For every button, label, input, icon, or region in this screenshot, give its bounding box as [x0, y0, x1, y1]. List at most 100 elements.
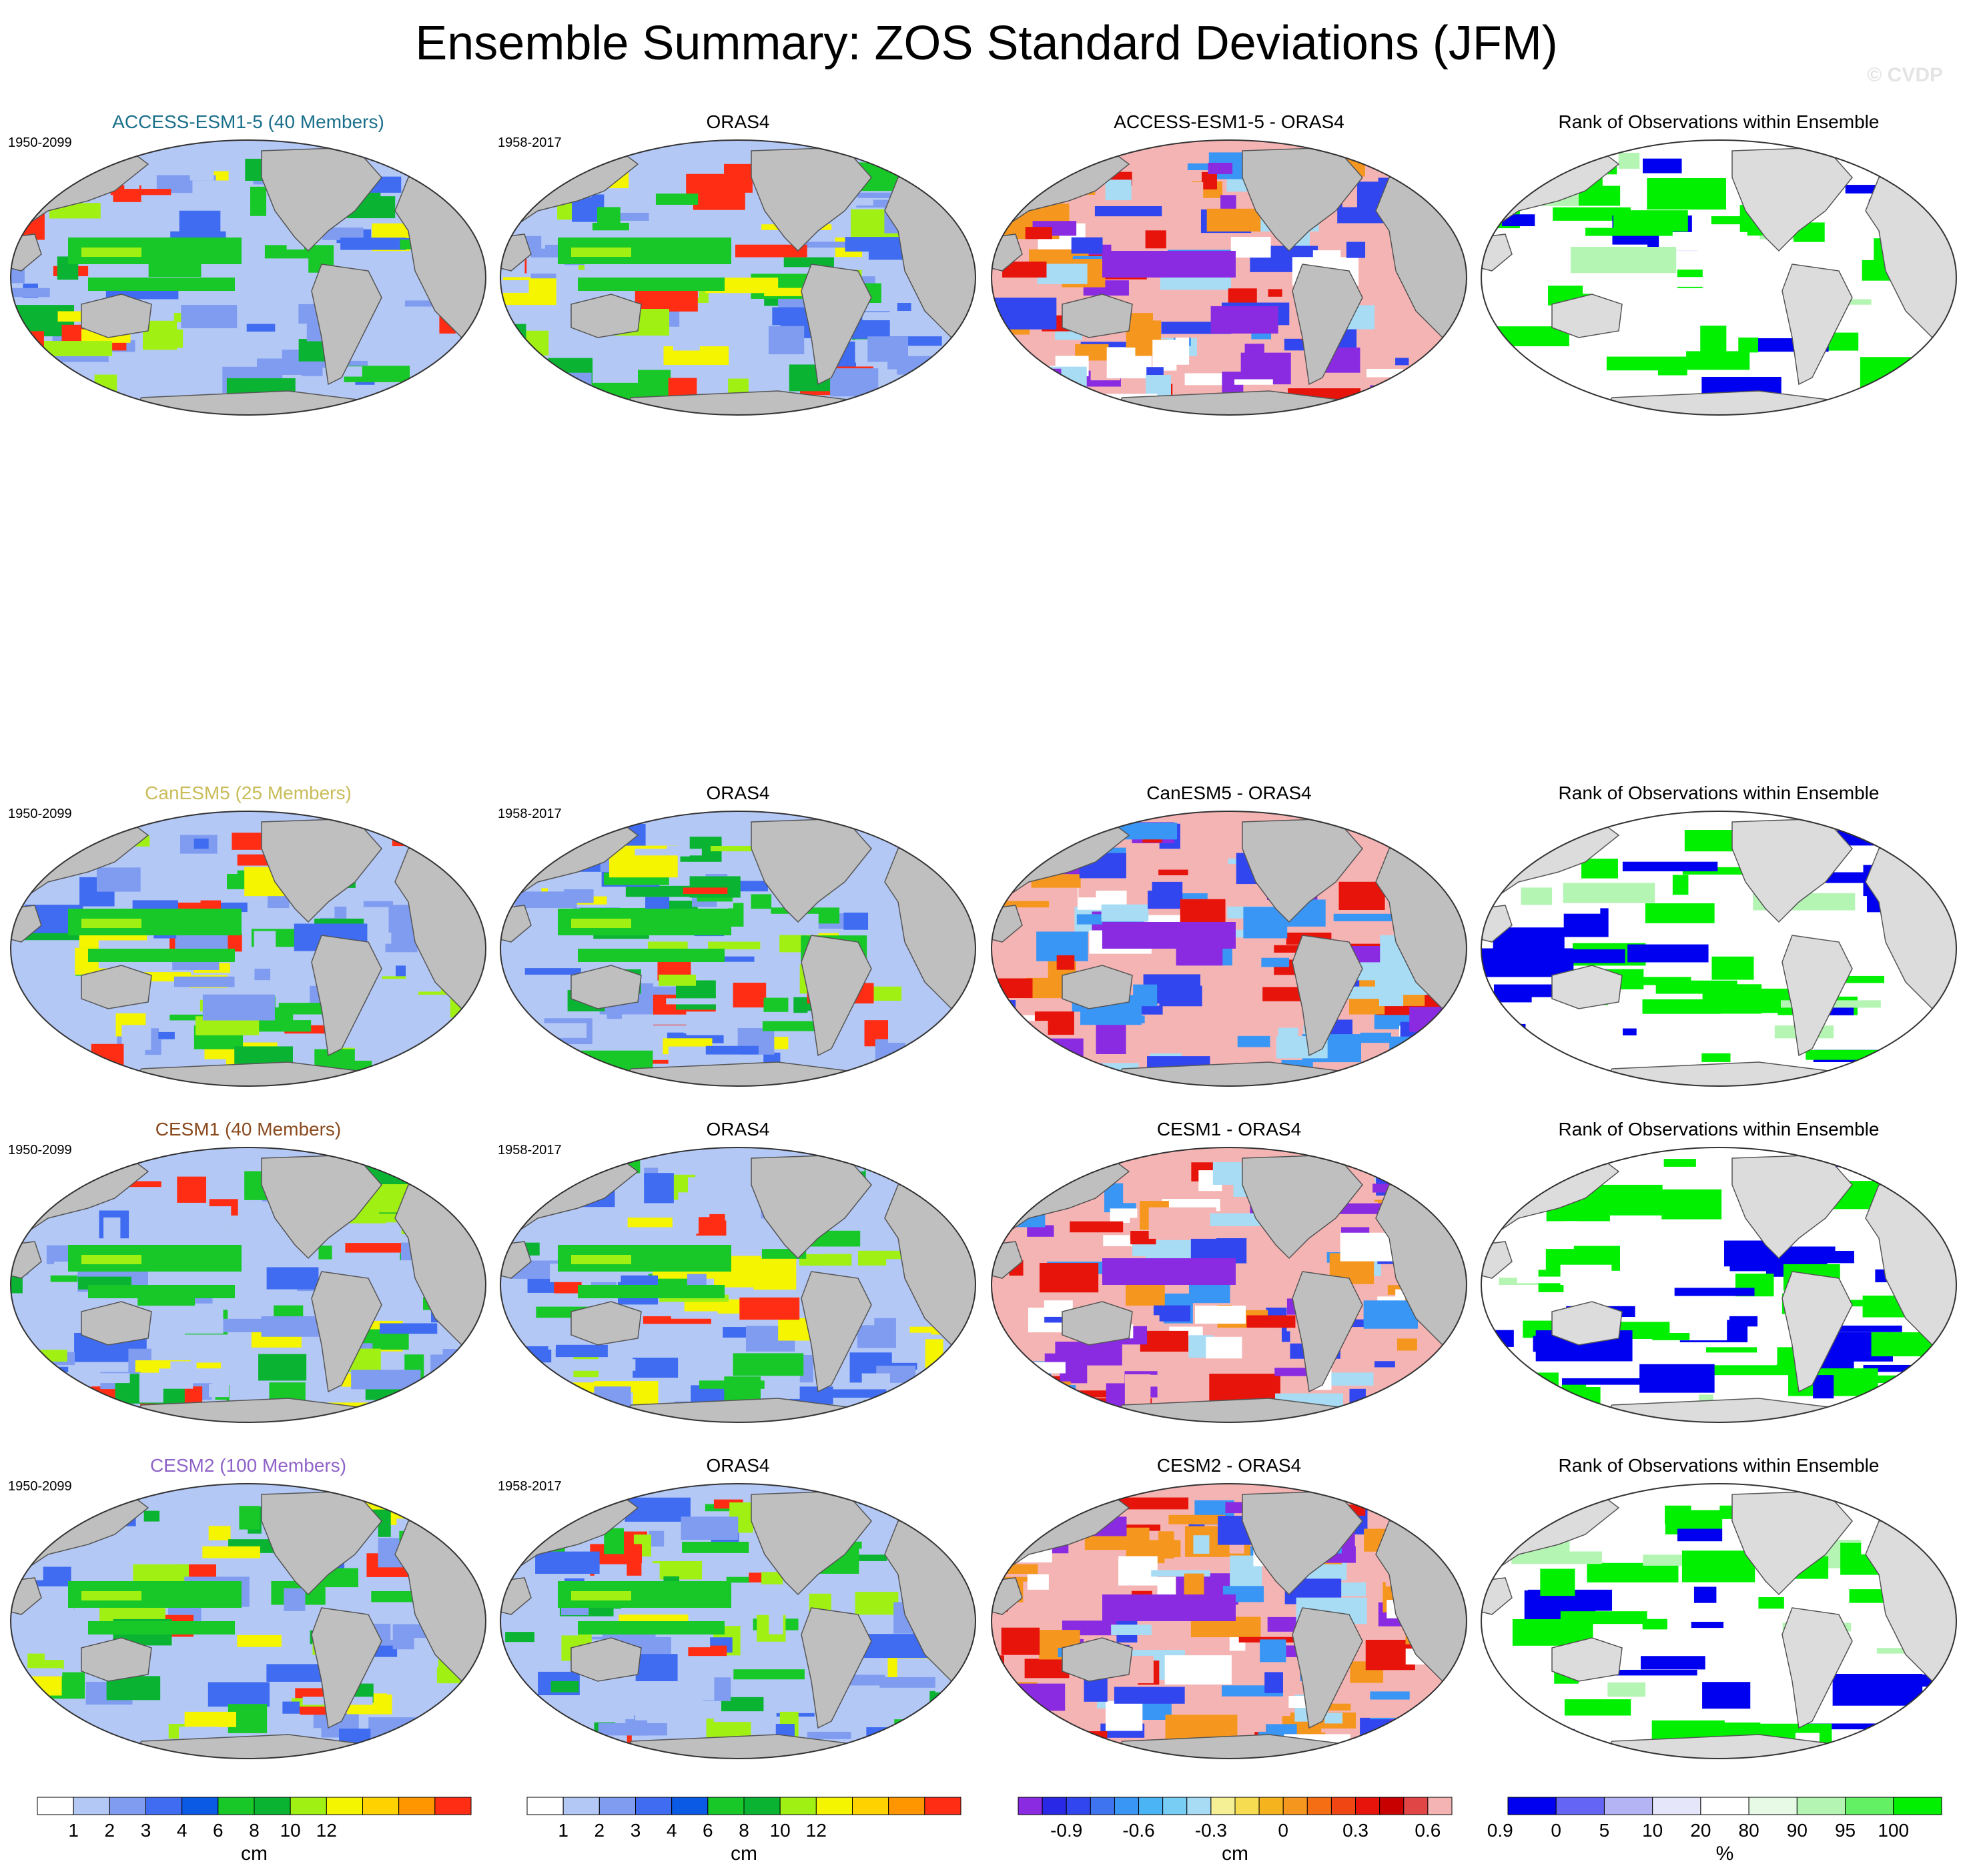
model-map	[10, 139, 486, 416]
colorbar-swatch	[254, 1797, 291, 1815]
rank-panel-title: Rank of Observations within Ensemble	[1558, 1119, 1880, 1139]
map-outline	[991, 811, 1467, 1087]
colorbar-tick-label: 90	[1786, 1820, 1808, 1841]
rank-panel-title: Rank of Observations within Ensemble	[1558, 783, 1880, 803]
colorbar-tick-label: 6	[213, 1820, 224, 1841]
land-mass	[1782, 1607, 1853, 1729]
map-outline	[500, 1483, 976, 1759]
colorbar-swatch	[1210, 1797, 1236, 1815]
panel-diff-row4: CESM2 - ORAS4	[989, 1454, 1469, 1768]
colorbar-swatch	[1018, 1797, 1043, 1815]
land-mass	[1731, 1154, 1853, 1260]
panel-obs-row1: ORAS4 1958-2017	[498, 111, 978, 424]
colorbar-tick-label: 1	[68, 1820, 79, 1841]
land-mass	[751, 1490, 872, 1596]
colorbar-swatches	[526, 1797, 961, 1815]
obs-year-range: 1958-2017	[498, 1479, 562, 1494]
colorbar-tick-label: 4	[666, 1820, 677, 1841]
land-mass	[261, 818, 382, 923]
model-map	[10, 811, 486, 1087]
colorbar-swatch	[1090, 1797, 1115, 1815]
colorbar-tick-label: 0.9	[1487, 1820, 1513, 1841]
land-mass	[1062, 965, 1133, 1009]
colorbar-swatch	[1652, 1797, 1701, 1815]
colorbar-swatch	[1845, 1797, 1894, 1815]
land-mass	[570, 965, 642, 1009]
map-outline	[500, 1147, 976, 1423]
colorbar-swatch	[1700, 1797, 1749, 1815]
obs-year-range: 1958-2017	[498, 1143, 562, 1157]
map-outline	[10, 139, 486, 416]
colorbar-swatch	[1355, 1797, 1380, 1815]
colorbar-swatch	[852, 1797, 889, 1815]
colorbar-swatch	[218, 1797, 255, 1815]
obs-year-range: 1958-2017	[498, 807, 562, 821]
diff-panel-title: CESM2 - ORAS4	[1156, 1455, 1302, 1476]
panel-model-row4: CESM2 (100 Members) 1950-2099	[8, 1454, 488, 1768]
panel-rank-row4: Rank of Observations within Ensemble	[1479, 1454, 1959, 1768]
colorbar-swatch	[1603, 1797, 1653, 1815]
colorbar-swatch	[635, 1797, 673, 1815]
land-mass	[751, 1154, 872, 1260]
land-mass	[81, 1301, 152, 1346]
colorbar-swatch	[37, 1797, 74, 1815]
colorbar-units: cm	[731, 1843, 757, 1865]
rank-map	[1481, 1483, 1957, 1759]
land-mass	[1242, 1490, 1363, 1596]
colorbar-swatch	[599, 1797, 637, 1815]
colorbar-swatch	[1138, 1797, 1164, 1815]
diff-map	[991, 811, 1467, 1087]
colorbar-swatch	[1306, 1797, 1332, 1815]
colorbar-diff-3: -0.9 -0.6 -0.3 0 0.3 0.6 0.9 cm	[1016, 1795, 1513, 1868]
rank-map	[1481, 1147, 1957, 1423]
colorbar-swatch	[1507, 1797, 1557, 1815]
obs-map	[500, 139, 976, 416]
map-outline	[991, 139, 1467, 416]
land-mass	[1551, 965, 1623, 1009]
colorbar-swatch	[562, 1797, 600, 1815]
diff-panel-title: CanESM5 - ORAS4	[1146, 783, 1312, 803]
model-year-range: 1950-2099	[8, 135, 72, 150]
land-mass	[1782, 1271, 1853, 1393]
land-mass	[751, 147, 872, 252]
rank-map	[1481, 139, 1957, 416]
colorbar-swatch	[707, 1797, 745, 1815]
colorbar-tick-label: 0	[1278, 1820, 1289, 1841]
model-panel-title: CESM2 (100 Members)	[149, 1455, 347, 1476]
colorbar-swatch	[109, 1797, 147, 1815]
land-mass	[1292, 264, 1363, 386]
model-year-range: 1950-2099	[8, 807, 72, 821]
land-mass	[261, 147, 382, 252]
diff-panel-title: ACCESS-ESM1-5 - ORAS4	[1114, 111, 1344, 132]
land-mass	[1292, 935, 1363, 1057]
diff-map	[991, 1147, 1467, 1423]
colorbar-swatches	[37, 1797, 472, 1815]
land-mass	[801, 935, 872, 1057]
colorbar-tick-label: 12	[805, 1820, 827, 1841]
map-outline	[1481, 1147, 1957, 1423]
colorbar-rank-4: 0 5 10 20 80 90 95 100%	[1505, 1795, 1946, 1868]
colorbar-swatch	[362, 1797, 400, 1815]
land-mass	[1062, 1637, 1133, 1682]
land-mass	[311, 1607, 382, 1729]
land-mass	[261, 1154, 382, 1260]
colorbar-swatch	[526, 1797, 564, 1815]
figure-title: Ensemble Summary: ZOS Standard Deviation…	[415, 17, 1558, 70]
panel-diff-row1: ACCESS-ESM1-5 - ORAS4	[989, 111, 1469, 424]
map-outline	[10, 1147, 486, 1423]
land-mass	[81, 294, 152, 338]
colorbar-tick-label: 1	[558, 1820, 568, 1841]
colorbar-swatch	[398, 1797, 436, 1815]
colorbar-swatch	[1186, 1797, 1212, 1815]
colorbar-tick-label: 100	[1878, 1820, 1910, 1841]
colorbar-swatch	[743, 1797, 781, 1815]
colorbar-swatch	[1282, 1797, 1308, 1815]
panel-model-row1: ACCESS-ESM1-5 (40 Members) 1950-2099	[8, 111, 488, 424]
colorbar-swatch	[815, 1797, 853, 1815]
colorbar-tick-label: 2	[104, 1820, 115, 1841]
colorbar-tick-label: 5	[1599, 1820, 1610, 1841]
colorbar-swatches	[1507, 1797, 1942, 1815]
colorbar-tick-label: 3	[140, 1820, 151, 1841]
land-mass	[570, 1637, 642, 1682]
land-mass	[570, 1301, 642, 1346]
